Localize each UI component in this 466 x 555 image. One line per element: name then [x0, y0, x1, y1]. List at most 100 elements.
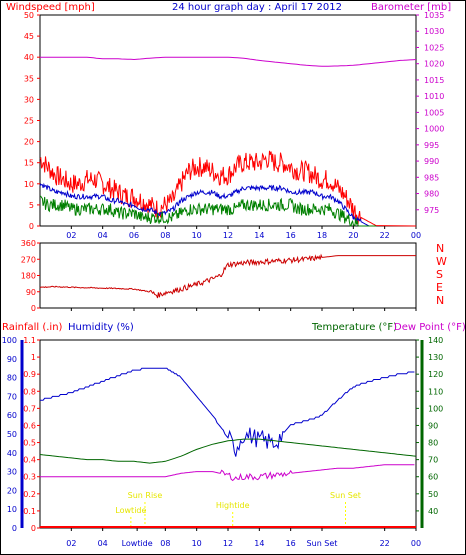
compass-label: W [436, 255, 447, 268]
series-gust-line [39, 150, 417, 227]
compass-label: N [436, 294, 444, 307]
rainfall-axis-label: Rainfall (.in) [2, 322, 63, 333]
weather-x-tick-label: 14 [254, 539, 264, 548]
compass-label: E [436, 281, 443, 294]
series-speed-line [40, 195, 377, 227]
weather-x-tick-label: Lowtide [122, 539, 153, 548]
wind-x-tick-label: 14 [254, 231, 264, 240]
wind-y-tick-label: 45 [24, 32, 34, 41]
wind-y-tick-label: 40 [24, 53, 34, 62]
direction-y-tick-label: 270 [21, 255, 36, 264]
humidity-y-tick-label: 60 [7, 411, 17, 420]
direction-y-tick-label: 180 [21, 272, 36, 281]
wind-y-tick-label: 50 [24, 11, 34, 20]
temperature-axis-label: Temperature (°F) [311, 322, 397, 333]
wind-panel-frame [39, 14, 417, 227]
barometer-y-tick-label: 995 [424, 141, 439, 150]
compass-label: S [436, 268, 443, 281]
temperature-y-tick-label: 130 [428, 353, 443, 362]
wind-x-tick-label: 16 [286, 231, 296, 240]
compass-label: N [436, 242, 444, 255]
wind-y-tick-label: 35 [24, 74, 34, 83]
wind-y-tick-label: 0 [29, 222, 34, 231]
weather-panel-frame [39, 339, 417, 529]
wind-x-tick-label: 18 [317, 231, 327, 240]
weather-x-tick-label: Sun Set [307, 539, 338, 548]
barometer-y-tick-label: 990 [424, 157, 439, 166]
barometer-y-tick-label: 1010 [424, 92, 444, 101]
rain-y-tick-label: 0.8 [23, 387, 36, 396]
temperature-y-tick-label: 70 [428, 456, 438, 465]
weather-x-tick-label: 00 [411, 539, 421, 548]
annotation-hightide-label: Hightide [216, 501, 250, 510]
series-temperature-line [39, 438, 417, 464]
weather-x-tick-label: 04 [98, 539, 108, 548]
windspeed-axis-label: Windspeed [mph] [6, 2, 95, 13]
temperature-y-tick-label: 120 [428, 370, 443, 379]
direction-panel-frame [39, 242, 417, 309]
rain-y-tick-label: 0.5 [23, 439, 36, 448]
annotation-sunset-label: Sun Set [330, 491, 361, 500]
wind-x-tick-label: 10 [192, 231, 202, 240]
temperature-y-tick-label: 60 [428, 473, 438, 482]
series-humidity-line [40, 367, 415, 457]
humidity-y-tick-label: 40 [7, 449, 17, 458]
temperature-y-tick-label: 50 [428, 490, 438, 499]
humidity-y-tick-label: 90 [7, 355, 17, 364]
rain-y-tick-label: 0.4 [23, 456, 36, 465]
chart-title: 24 hour graph day : April 17 2012 [172, 2, 342, 13]
barometer-y-tick-label: 980 [424, 190, 439, 199]
wind-x-tick-label: 20 [348, 231, 358, 240]
barometer-y-tick-label: 1025 [424, 43, 444, 52]
direction-y-tick-label: 0 [31, 304, 36, 313]
weather-x-tick-label: 08 [160, 539, 170, 548]
dewpoint-axis-label: Dew Point (°F) [394, 322, 466, 333]
barometer-y-tick-label: 985 [424, 173, 439, 182]
humidity-y-tick-label: 0 [12, 524, 17, 533]
wind-x-tick-label: 08 [160, 231, 170, 240]
humidity-y-tick-label: 20 [7, 486, 17, 495]
series-avg-line [39, 182, 377, 227]
wind-x-tick-label: 06 [129, 231, 139, 240]
barometer-axis-label: Barometer [mb] [371, 2, 451, 13]
weather-x-tick-label: 16 [286, 539, 296, 548]
wind-x-tick-label: 04 [98, 231, 108, 240]
rain-y-tick-label: 1 [31, 353, 36, 362]
wind-y-tick-label: 5 [29, 201, 34, 210]
rain-y-tick-label: 0.6 [23, 421, 36, 430]
series-barometer-line [40, 56, 417, 67]
rain-y-tick-label: 0.9 [23, 370, 36, 379]
series-direction-line [39, 253, 416, 299]
humidity-y-tick-label: 100 [2, 336, 17, 345]
weather-x-tick-label: 10 [192, 539, 202, 548]
temperature-y-tick-label: 80 [428, 439, 438, 448]
rain-y-tick-label: 0.2 [23, 490, 36, 499]
wind-y-tick-label: 10 [24, 180, 34, 189]
wind-y-tick-label: 25 [24, 117, 34, 126]
weather-x-tick-label: 02 [66, 539, 76, 548]
direction-y-tick-label: 90 [26, 288, 36, 297]
temperature-y-tick-label: 90 [428, 421, 438, 430]
direction-y-tick-label: 360 [21, 239, 36, 248]
weather-x-tick-label: 12 [223, 539, 233, 548]
humidity-y-tick-label: 70 [7, 392, 17, 401]
humidity-y-tick-label: 10 [7, 505, 17, 514]
annotation-sunrise-label: Sun Rise [128, 491, 163, 500]
barometer-y-tick-label: 1005 [424, 108, 444, 117]
series-dewpoint-line [40, 464, 415, 482]
temperature-y-tick-label: 140 [428, 336, 443, 345]
humidity-y-tick-label: 30 [7, 468, 17, 477]
humidity-y-tick-label: 80 [7, 374, 17, 383]
wind-x-tick-label: 02 [66, 231, 76, 240]
rain-y-tick-label: 0.1 [23, 507, 36, 516]
barometer-y-tick-label: 1030 [424, 27, 444, 36]
barometer-y-tick-label: 1000 [424, 125, 444, 134]
temperature-y-tick-label: 40 [428, 507, 438, 516]
wind-y-tick-label: 15 [24, 159, 34, 168]
barometer-y-tick-label: 1035 [424, 11, 444, 20]
wind-x-tick-label: 12 [223, 231, 233, 240]
humidity-axis-label: Humidity (%) [68, 322, 134, 333]
temperature-y-tick-label: 100 [428, 404, 443, 413]
barometer-y-tick-label: 975 [424, 206, 439, 215]
